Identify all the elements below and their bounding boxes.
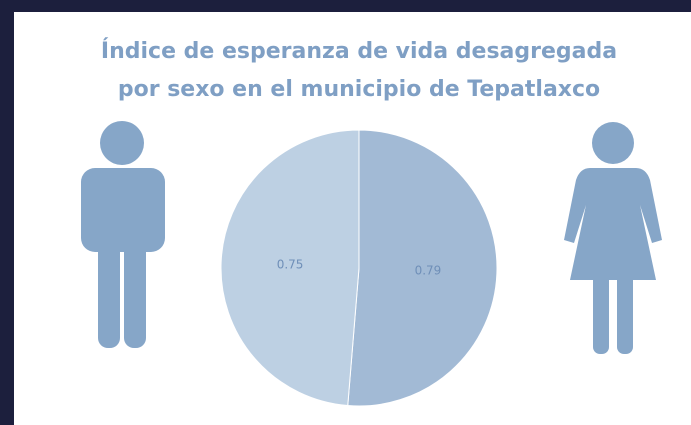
pie-slice [347, 129, 498, 407]
data-label: 0.79 [415, 263, 442, 277]
chart-title: Índice de esperanza de vida desagregada [101, 38, 617, 64]
male-icon [81, 121, 165, 348]
chart-title: por sexo en el municipio de Tepatlaxco [118, 77, 600, 102]
pie-slice [220, 129, 360, 407]
data-label: 0.75 [277, 258, 304, 272]
female-icon [564, 122, 662, 354]
